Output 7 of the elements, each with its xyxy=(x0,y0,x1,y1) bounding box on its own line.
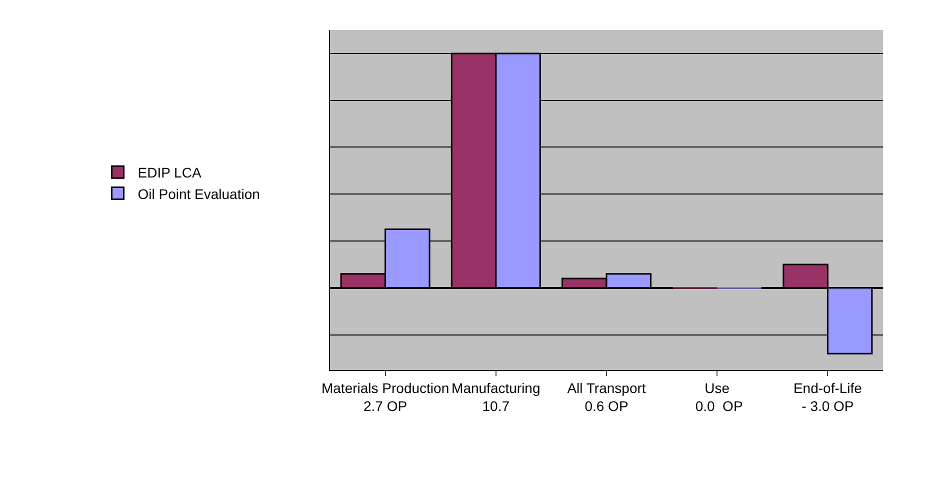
x-tick-label: Use 0.0 OP xyxy=(691,380,743,414)
x-tick-label: All Transport 0.6 OP xyxy=(567,380,646,414)
x-tick-label: Materials Production 2.7 OP xyxy=(321,380,450,414)
legend-label: EDIP LCA xyxy=(138,164,202,181)
legend-label: Oil Point Evaluation xyxy=(138,186,260,202)
x-tick-label: Manufacturing 10.7 xyxy=(452,380,540,414)
x-tick-label: End-of-Life - 3.0 OP xyxy=(793,380,862,414)
